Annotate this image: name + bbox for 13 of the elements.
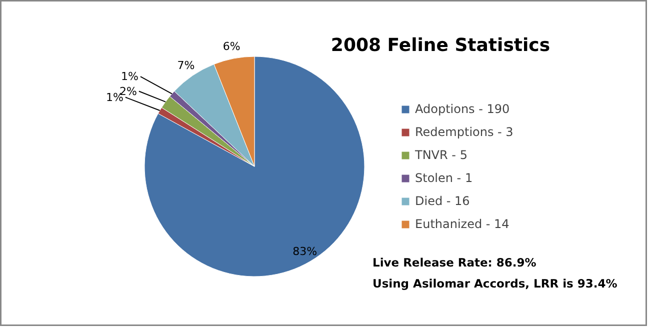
- legend-label: Stolen - 1: [415, 171, 473, 185]
- data-label: 7%: [177, 59, 195, 72]
- legend-label: Euthanized - 14: [415, 217, 510, 231]
- data-label: 6%: [222, 40, 240, 54]
- text: Live Release Rate: 86.9%: [372, 256, 537, 270]
- legend-label: Adoptions - 190: [415, 102, 510, 116]
- legend-label: Died - 16: [415, 194, 470, 208]
- legend-label: TNVR - 5: [415, 148, 468, 162]
- legend-label: Redemptions - 3: [415, 125, 514, 139]
- text: Using Asilomar Accords, LRR is 93.4%: [372, 276, 618, 290]
- data-label: 1%: [121, 70, 138, 84]
- chart-title: 2008 Feline Statistics: [330, 35, 550, 56]
- data-label: 83%: [292, 245, 318, 258]
